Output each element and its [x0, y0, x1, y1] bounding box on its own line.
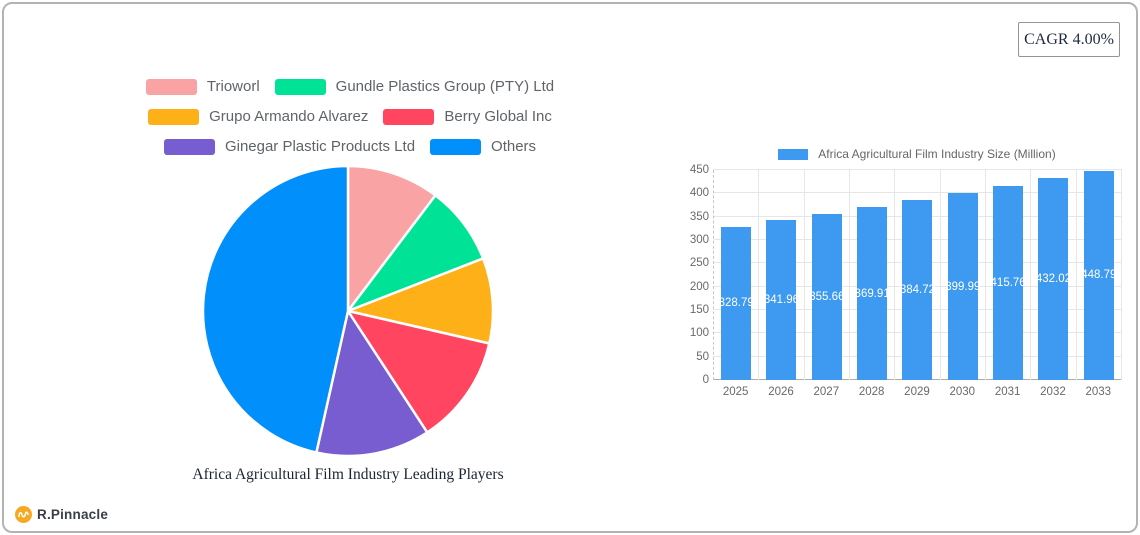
- y-axis-tick-label: 450: [689, 164, 709, 176]
- y-axis-tick-label: 150: [689, 304, 709, 317]
- grid-line: [714, 169, 1122, 170]
- legend-item-gundle-plastics-group-pty-ltd[interactable]: Gundle Plastics Group (PTY) Ltd: [274, 78, 555, 95]
- bar-2028[interactable]: 369.91: [854, 207, 890, 380]
- legend-label: Gundle Plastics Group (PTY) Ltd: [335, 78, 555, 95]
- cagr-badge: CAGR 4.00%: [1018, 22, 1120, 57]
- bar-plot-area: 328.79 341.96 355.66 369.91 384.72 399.99 415.…: [690, 164, 1122, 386]
- brand-logo-text: R.Pinnacle: [37, 507, 109, 522]
- legend-swatch: [274, 78, 326, 95]
- legend-item-others[interactable]: Others: [430, 138, 536, 155]
- bar-slot-2025: 328.79: [714, 170, 758, 380]
- legend-label: Trioworl: [206, 78, 260, 95]
- bar-legend-swatch: [778, 148, 809, 160]
- x-axis-label-2027: 2027: [813, 386, 840, 398]
- bar-x-axis-labels: 2025 2026 2027 2028 2029 2030 2031 2032 2033: [713, 386, 1121, 398]
- legend-swatch: [145, 78, 197, 95]
- grid-line: [714, 192, 1122, 194]
- legend-item-grupo-armando-alvarez[interactable]: Grupo Armando Alvarez: [148, 108, 368, 125]
- legend-row: Trioworl Gundle Plastics Group (PTY) Ltd: [40, 78, 660, 95]
- legend-row: Ginegar Plastic Products Ltd Others: [40, 138, 660, 155]
- bar-value-label: 369.91: [854, 287, 890, 300]
- bar-2030[interactable]: 399.99: [945, 193, 981, 380]
- pie-slice-berry-global-inc[interactable]: [346, 309, 491, 434]
- bar-2027[interactable]: 355.66: [809, 214, 845, 380]
- x-axis-label-2031: 2031: [994, 386, 1021, 398]
- bar-value-label: 448.79: [1081, 269, 1117, 282]
- pie-legend: Trioworl Gundle Plastics Group (PTY) Ltd G…: [40, 78, 660, 155]
- bar-2026[interactable]: 341.96: [763, 220, 800, 380]
- bar-slot-2026: 341.96: [758, 170, 803, 380]
- bar-legend-label: Africa Agricultural Film Industry Size (…: [818, 147, 1056, 161]
- x-axis-label-2029: 2029: [904, 386, 930, 398]
- pulse-circle-icon: [15, 506, 32, 523]
- bar-value-label: 328.79: [718, 297, 754, 310]
- bar-slot-2028: 369.91: [848, 170, 894, 380]
- legend-item-berry-global-inc[interactable]: Berry Global Inc: [383, 108, 552, 125]
- legend-swatch: [430, 138, 482, 155]
- pie-slice-others[interactable]: [201, 164, 350, 454]
- x-axis-label-2033: 2033: [1085, 386, 1112, 398]
- pie-slice-grupo-armando-alvarez[interactable]: [346, 257, 495, 345]
- legend-item-ginegar-plastic-products-ltd[interactable]: Ginegar Plastic Products Ltd: [163, 138, 416, 155]
- legend-swatch: [163, 138, 215, 155]
- pie-svg: [201, 164, 495, 458]
- pie-chart: [201, 164, 495, 458]
- bar-value-label: 384.72: [899, 284, 936, 297]
- x-axis-label-2028: 2028: [858, 386, 885, 398]
- x-axis-label-2030: 2030: [949, 386, 976, 398]
- y-axis-tick-label: 0: [702, 374, 709, 386]
- y-axis-tick-label: 250: [689, 257, 709, 270]
- x-axis-label-2026: 2026: [768, 386, 794, 398]
- legend-swatch: [383, 108, 435, 125]
- bar-2029[interactable]: 384.72: [899, 200, 936, 380]
- bar-slot-2033: 448.79: [1075, 170, 1122, 380]
- bar-chart-legend[interactable]: Africa Agricultural Film Industry Size (…: [713, 147, 1121, 161]
- y-axis-tick-label: 100: [689, 327, 709, 340]
- legend-item-trioworl[interactable]: Trioworl: [145, 78, 260, 95]
- legend-label: Ginegar Plastic Products Ltd: [224, 138, 416, 155]
- y-axis-tick-label: 350: [689, 210, 709, 223]
- legend-label: Others: [491, 138, 537, 155]
- pie-chart-title: Africa Agricultural Film Industry Leadin…: [192, 466, 504, 483]
- brand-logo: R.Pinnacle: [15, 506, 108, 523]
- bar-slot-2032: 432.02: [1030, 170, 1075, 380]
- bar-value-label: 341.96: [763, 294, 800, 307]
- bar-slot-2029: 384.72: [894, 170, 939, 380]
- x-axis-label-2032: 2032: [1040, 386, 1066, 398]
- legend-swatch: [148, 108, 200, 125]
- y-axis-tick-label: 300: [689, 234, 709, 247]
- bar-2032[interactable]: 432.02: [1035, 178, 1072, 380]
- pie-slice-ginegar-plastic-products-ltd[interactable]: [315, 309, 429, 458]
- bar-value-label: 399.99: [945, 280, 981, 293]
- cagr-badge-label: CAGR 4.00%: [1024, 30, 1114, 48]
- bar-value-label: 355.66: [809, 291, 845, 304]
- bar-value-label: 432.02: [1035, 273, 1072, 286]
- bar-2031[interactable]: 415.76: [990, 185, 1026, 380]
- bar-2025[interactable]: 328.79: [718, 226, 754, 380]
- y-axis-tick-label: 400: [689, 187, 709, 200]
- pie-slice-trioworl[interactable]: [346, 164, 437, 313]
- bar-slots: 328.79 341.96 355.66 369.91 384.72 399.99 415.…: [714, 170, 1122, 380]
- y-axis-tick-label: 50: [696, 350, 709, 363]
- bar-value-label: 415.76: [990, 276, 1026, 289]
- y-axis-tick-label: 200: [689, 280, 709, 293]
- bar-slot-2031: 415.76: [984, 170, 1030, 380]
- bar-slot-2027: 355.66: [803, 170, 849, 380]
- bar-slot-2030: 399.99: [939, 170, 985, 380]
- bar-2033[interactable]: 448.79: [1081, 170, 1117, 380]
- legend-label: Berry Global Inc: [444, 108, 552, 125]
- legend-row: Grupo Armando Alvarez Berry Global Inc: [40, 108, 660, 125]
- x-axis-label-2025: 2025: [722, 386, 749, 398]
- legend-label: Grupo Armando Alvarez: [209, 108, 369, 125]
